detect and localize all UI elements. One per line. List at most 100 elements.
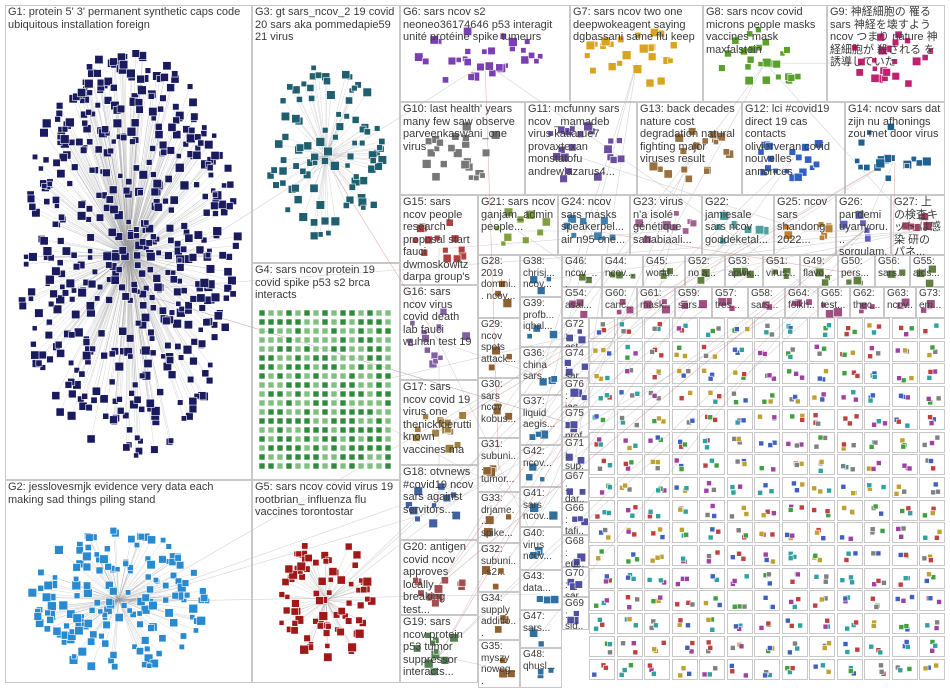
node (102, 168, 111, 177)
node (176, 257, 183, 264)
node (625, 594, 631, 601)
node (788, 599, 795, 605)
edge (56, 205, 129, 256)
node (359, 139, 366, 147)
node (787, 354, 794, 360)
node (149, 349, 157, 357)
node (28, 202, 37, 211)
node (58, 153, 68, 162)
node (794, 462, 800, 468)
node (649, 349, 655, 355)
node (30, 350, 40, 360)
node (332, 134, 339, 141)
edge (325, 230, 806, 603)
node (922, 534, 929, 541)
node (765, 620, 772, 627)
group-label: G76: jac... (565, 379, 584, 407)
node (757, 413, 763, 420)
node (735, 527, 742, 534)
node (769, 531, 776, 538)
node (770, 466, 777, 473)
node (841, 441, 847, 448)
node (626, 616, 633, 623)
node (762, 595, 769, 601)
node (850, 389, 857, 396)
node (162, 197, 169, 205)
node (266, 171, 275, 180)
node (841, 351, 848, 358)
node (908, 375, 915, 381)
node (41, 118, 52, 129)
node (730, 554, 736, 560)
node (905, 505, 912, 512)
node (813, 574, 820, 580)
node (596, 436, 602, 443)
node (94, 295, 101, 302)
node (922, 665, 929, 672)
node (86, 138, 94, 146)
node (155, 249, 162, 256)
node (771, 414, 778, 421)
node (626, 445, 633, 451)
node (112, 118, 123, 128)
node (55, 294, 65, 305)
node (847, 420, 853, 427)
node (351, 116, 360, 124)
edge (90, 254, 129, 313)
node (632, 649, 639, 656)
node (153, 202, 163, 212)
node (205, 376, 214, 385)
node (65, 117, 75, 128)
node (871, 374, 878, 380)
node (39, 128, 49, 138)
node (814, 529, 820, 536)
node (48, 300, 55, 308)
node (59, 134, 70, 144)
node (654, 434, 661, 441)
node (704, 444, 710, 451)
node (899, 508, 906, 514)
node (202, 208, 211, 217)
node (167, 122, 177, 132)
node (121, 292, 130, 301)
node (922, 328, 929, 334)
group-label: G45: world... (646, 256, 679, 279)
edge (325, 95, 332, 156)
node (879, 528, 886, 534)
node (842, 641, 849, 647)
node (709, 457, 715, 464)
node (176, 263, 185, 272)
node (682, 441, 688, 448)
node (734, 419, 741, 426)
node (743, 573, 750, 580)
node (685, 622, 691, 629)
node (61, 289, 70, 297)
node (763, 329, 770, 336)
node (107, 227, 117, 237)
node (654, 465, 661, 471)
node (853, 413, 860, 420)
node (592, 347, 599, 354)
edge (325, 154, 357, 177)
node (118, 246, 127, 255)
node (761, 398, 768, 405)
edge (128, 232, 187, 256)
node (840, 394, 847, 401)
group-label: G15: sars ncov people research proposal … (403, 196, 470, 283)
node (309, 231, 319, 241)
node (595, 555, 602, 562)
node (103, 76, 113, 86)
group-label: G19: sars ncov protein p53 tumor suppres… (403, 616, 463, 678)
node (167, 206, 175, 214)
node (660, 640, 667, 646)
node (701, 344, 707, 350)
node (869, 345, 875, 351)
node (894, 596, 901, 602)
edge (128, 254, 211, 270)
node (145, 398, 155, 408)
edge (325, 157, 794, 603)
node (164, 251, 173, 260)
node (150, 406, 161, 416)
node (839, 534, 845, 541)
node (794, 442, 800, 449)
